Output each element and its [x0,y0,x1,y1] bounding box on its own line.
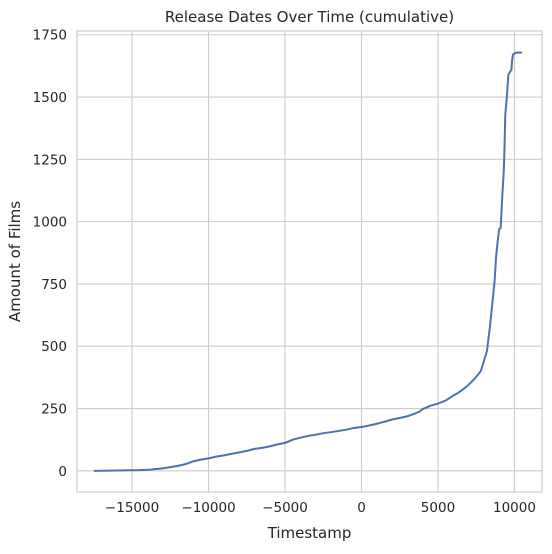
grid [77,31,542,492]
y-tick-label: 750 [41,277,67,293]
chart-title: Release Dates Over Time (cumulative) [165,8,454,26]
x-tick-label: −10000 [181,500,235,516]
y-tick-label: 1250 [33,152,67,168]
x-tick-label: 0 [357,500,366,516]
y-tick-label: 0 [58,464,67,480]
plot-frame [76,30,543,493]
y-axis-label: Amount of Films [6,201,24,322]
y-tick-label: 500 [41,339,67,355]
series-layer [93,51,523,472]
tick-labels: −15000 −10000 −5000 0 5000 10000 0 250 500 750 100… [33,28,536,516]
y-tick-label: 1500 [33,90,67,106]
x-axis-label: Timestamp [267,524,352,542]
y-tick-label: 1750 [33,28,67,44]
y-tick-label: 250 [41,402,67,418]
series-line [93,51,523,472]
x-tick-label: −5000 [262,500,308,516]
x-tick-label: 5000 [421,500,455,516]
x-tick-label: −15000 [105,500,159,516]
y-tick-label: 1000 [33,215,67,231]
x-tick-label: 10000 [493,500,536,516]
